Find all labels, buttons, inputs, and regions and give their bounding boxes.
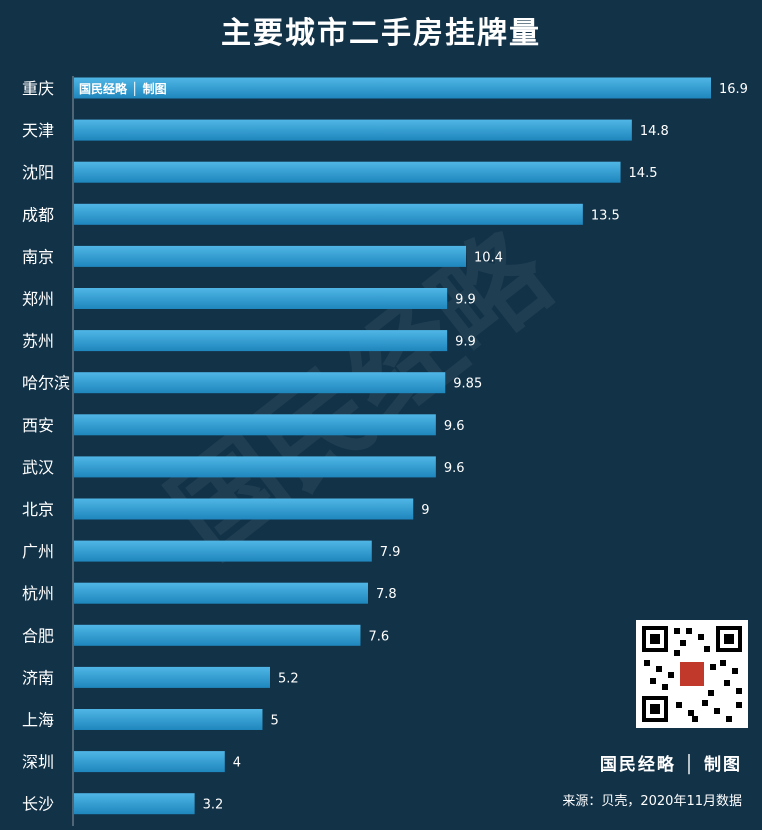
category-label-1: 天津 xyxy=(22,121,54,140)
bar-14 xyxy=(74,666,270,688)
bar-3 xyxy=(74,203,583,225)
chart-title: 主要城市二手房挂牌量 xyxy=(221,16,541,51)
category-label-9: 武汉 xyxy=(22,458,54,477)
category-label-13: 合肥 xyxy=(22,626,54,645)
value-label-15: 5 xyxy=(270,714,278,729)
category-label-12: 杭州 xyxy=(22,584,54,603)
bar-17 xyxy=(74,793,195,815)
value-label-2: 14.5 xyxy=(629,166,658,181)
category-label-17: 长沙 xyxy=(22,795,54,814)
value-label-7: 9.85 xyxy=(453,377,482,392)
category-label-8: 西安 xyxy=(22,416,54,435)
value-label-0: 16.9 xyxy=(719,82,748,97)
value-label-4: 10.4 xyxy=(474,250,503,265)
bar-15 xyxy=(74,709,263,730)
in-bar-credit: 国民经略 │ 制图 xyxy=(79,81,167,96)
category-label-7: 哈尔滨 xyxy=(22,374,70,393)
category-label-5: 郑州 xyxy=(22,290,54,309)
bar-7 xyxy=(74,372,446,394)
bar-2 xyxy=(74,161,621,183)
value-label-9: 9.6 xyxy=(444,461,465,476)
value-label-1: 14.8 xyxy=(640,124,669,139)
data-source: 来源：贝壳，2020年11月数据 xyxy=(562,794,742,809)
brand-credit: 国民经略 │ 制图 xyxy=(599,755,742,775)
bar-13 xyxy=(74,624,361,646)
category-label-3: 成都 xyxy=(22,205,54,224)
category-label-6: 苏州 xyxy=(22,332,54,351)
category-label-11: 广州 xyxy=(22,542,54,561)
value-label-17: 3.2 xyxy=(203,798,224,813)
bar-1 xyxy=(74,119,632,141)
bar-5 xyxy=(74,288,448,309)
value-label-5: 9.9 xyxy=(455,293,476,308)
value-label-11: 7.9 xyxy=(380,545,401,560)
category-label-4: 南京 xyxy=(22,247,54,266)
value-label-8: 9.6 xyxy=(444,419,465,434)
bar-9 xyxy=(74,456,436,478)
bar-8 xyxy=(74,414,436,436)
value-label-14: 5.2 xyxy=(278,671,299,686)
bar-11 xyxy=(74,540,372,562)
value-label-6: 9.9 xyxy=(455,335,476,350)
category-label-14: 济南 xyxy=(22,668,54,687)
category-label-16: 深圳 xyxy=(22,753,54,772)
value-label-16: 4 xyxy=(233,756,241,771)
category-label-15: 上海 xyxy=(22,711,54,730)
value-label-13: 7.6 xyxy=(368,629,389,644)
bar-10 xyxy=(74,498,414,520)
bar-16 xyxy=(74,751,225,773)
bar-0 xyxy=(74,77,711,99)
value-label-3: 13.5 xyxy=(591,208,620,223)
category-label-10: 北京 xyxy=(22,500,54,519)
value-label-10: 9 xyxy=(421,503,429,518)
bar-12 xyxy=(74,582,368,604)
qr-code-icon xyxy=(642,626,742,722)
bar-6 xyxy=(74,330,448,352)
bar-4 xyxy=(74,245,466,267)
category-label-2: 沈阳 xyxy=(22,163,54,182)
value-label-12: 7.8 xyxy=(376,587,397,602)
category-label-0: 重庆 xyxy=(22,79,54,98)
qr-code xyxy=(636,620,748,728)
